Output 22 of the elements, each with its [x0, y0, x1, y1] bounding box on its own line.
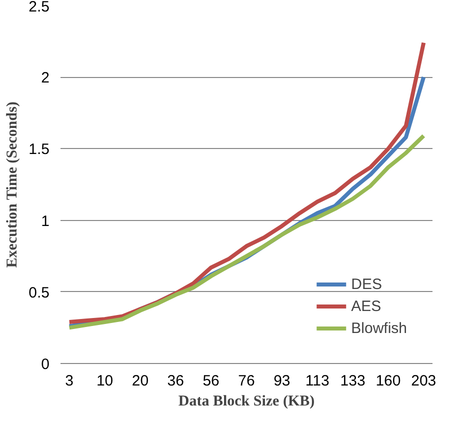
x-tick-label: 133 [340, 372, 366, 390]
x-tick-label: 76 [238, 372, 255, 390]
x-tick-label: 20 [132, 372, 149, 390]
x-tick-label: 36 [167, 372, 184, 390]
legend-label: DES [351, 276, 382, 292]
y-tick-label: 0.5 [28, 284, 50, 302]
x-tick-label: 203 [411, 372, 436, 390]
x-tick-label: 3 [65, 372, 74, 390]
x-tick-label: 10 [96, 372, 114, 390]
y-tick-label: 0 [41, 356, 50, 373]
x-tick-label: 160 [376, 372, 401, 390]
x-axis-title: Data Block Size (KB) [178, 394, 315, 410]
y-tick-label: 2.5 [28, 0, 50, 16]
legend-label: Blowfish [351, 320, 407, 336]
y-tick-label: 2 [41, 70, 50, 87]
y-axis-title: Execution Time (Seconds) [4, 102, 21, 268]
x-tick-label: 93 [274, 372, 290, 390]
x-tick-label: 56 [202, 372, 220, 390]
legend-label: AES [351, 298, 382, 314]
y-tick-label: 1 [41, 212, 50, 230]
y-tick-label: 1.5 [28, 141, 50, 158]
x-tick-label: 113 [305, 372, 330, 390]
